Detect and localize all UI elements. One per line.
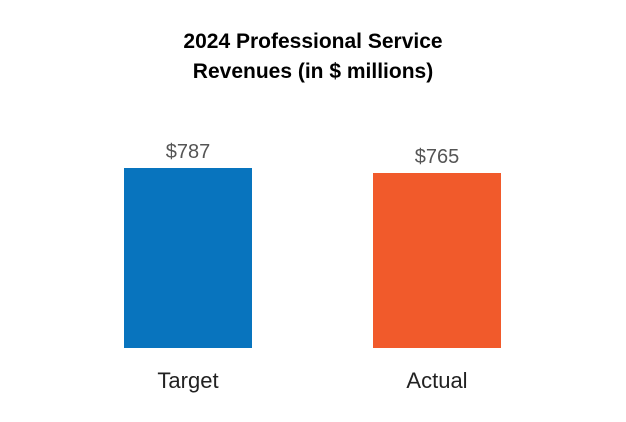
bar-target <box>124 168 252 348</box>
category-label-target: Target <box>157 368 218 393</box>
bar-actual <box>373 173 501 348</box>
category-label-actual: Actual <box>406 368 467 393</box>
chart-title-line-1: 2024 Professional Service <box>183 30 442 53</box>
chart-title-line-2: Revenues (in $ millions) <box>193 60 433 83</box>
data-label-actual: $765 <box>415 146 460 168</box>
data-label-target: $787 <box>166 141 211 163</box>
bars-group: $787 Target $765 Actual <box>124 141 501 393</box>
